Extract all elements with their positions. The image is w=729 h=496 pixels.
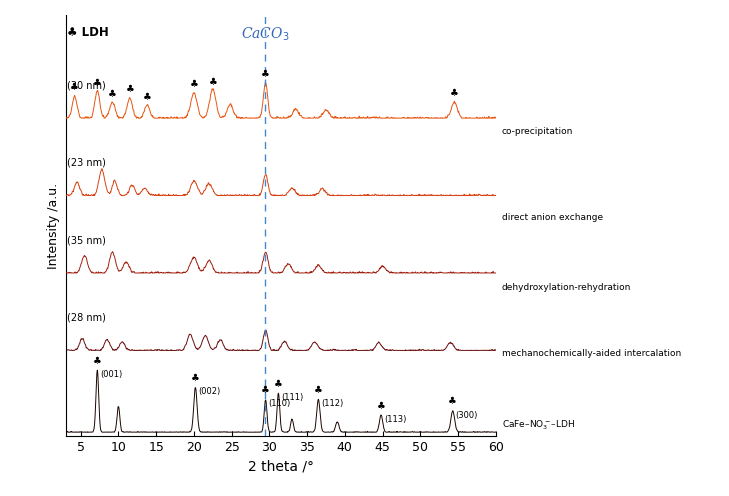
Text: ♣ LDH: ♣ LDH <box>67 26 109 39</box>
Text: direct anion exchange: direct anion exchange <box>502 213 603 222</box>
Text: ♣: ♣ <box>108 89 117 99</box>
Text: ♣: ♣ <box>450 88 459 98</box>
Text: ♣: ♣ <box>448 396 457 406</box>
Text: (23 nm): (23 nm) <box>67 158 106 168</box>
Text: ♣: ♣ <box>70 82 79 92</box>
Text: ♣: ♣ <box>125 84 134 94</box>
Y-axis label: Intensity /a.u.: Intensity /a.u. <box>47 183 60 269</box>
Text: (113): (113) <box>384 415 406 424</box>
Text: ♣: ♣ <box>93 77 101 87</box>
Text: ♣: ♣ <box>261 69 270 79</box>
Text: dehydroxylation-rehydration: dehydroxylation-rehydration <box>502 283 631 292</box>
Text: ♣: ♣ <box>191 373 200 383</box>
Text: (110): (110) <box>268 399 291 409</box>
Text: (28 nm): (28 nm) <box>67 313 106 323</box>
Text: (30 nm): (30 nm) <box>67 80 106 90</box>
Text: co-precipitation: co-precipitation <box>502 126 573 135</box>
Text: CaCO$_3$: CaCO$_3$ <box>241 26 289 44</box>
Text: ♣: ♣ <box>274 379 283 389</box>
Text: ♣: ♣ <box>314 385 323 395</box>
X-axis label: 2 theta /°: 2 theta /° <box>248 460 313 474</box>
Text: ♣: ♣ <box>93 356 101 366</box>
Text: (35 nm): (35 nm) <box>67 235 106 246</box>
Text: ♣: ♣ <box>377 401 386 411</box>
Text: (002): (002) <box>198 387 221 396</box>
Text: (300): (300) <box>456 411 478 420</box>
Text: ♣: ♣ <box>143 92 152 102</box>
Text: ♣: ♣ <box>208 76 217 86</box>
Text: ♣: ♣ <box>190 79 198 89</box>
Text: CaFe–NO$_3^-$–LDH: CaFe–NO$_3^-$–LDH <box>502 419 575 432</box>
Text: (112): (112) <box>321 399 343 409</box>
Text: mechanochemically-aided intercalation: mechanochemically-aided intercalation <box>502 349 681 358</box>
Text: ♣: ♣ <box>261 385 270 395</box>
Text: (001): (001) <box>101 370 122 379</box>
Text: (111): (111) <box>281 393 304 402</box>
